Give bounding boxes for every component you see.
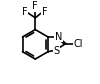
Text: Cl: Cl <box>73 39 83 49</box>
Text: S: S <box>53 46 59 56</box>
Text: N: N <box>55 32 62 42</box>
Text: F: F <box>22 7 27 17</box>
Text: F: F <box>32 1 38 11</box>
Text: F: F <box>42 7 47 17</box>
